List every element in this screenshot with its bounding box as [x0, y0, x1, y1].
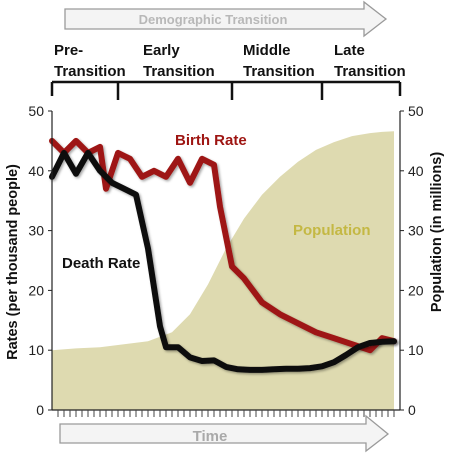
stage-2-line2: Transition: [143, 63, 215, 80]
plot-area: 0 0 10 10 20 20 30 30 40 40 50 50: [28, 103, 423, 418]
stage-2-line1: Early: [143, 42, 180, 59]
bottom-banner-arrow: [59, 414, 390, 453]
population-area-layer: [52, 131, 394, 411]
y-tick-label-right: 10: [408, 342, 424, 358]
stage-3-line1: Middle: [243, 42, 291, 59]
stage-4-line2: Transition: [334, 63, 406, 80]
stage-3-line2: Transition: [243, 63, 315, 80]
axes: 0 0 10 10 20 20 30 30 40 40 50 50: [28, 103, 423, 418]
y-tick-label-right: 30: [408, 223, 424, 239]
population-label: Population: [293, 222, 371, 239]
top-banner-label: Demographic Transition: [139, 12, 288, 27]
death-rate-label: Death Rate: [62, 255, 140, 272]
y-tick-label-right: 50: [408, 103, 424, 119]
stage-4-line1: Late: [334, 42, 365, 59]
y-axis-left-title: Rates (per thousand people): [5, 164, 21, 360]
top-banner-arrow: [64, 0, 388, 38]
population-area: [52, 131, 394, 411]
y-tick-label-left: 10: [28, 342, 44, 358]
y-tick-label-left: 40: [28, 163, 44, 179]
stage-headers: Pre- Transition Early Transition Middle …: [50, 42, 406, 100]
y-tick-label-left: 20: [28, 282, 44, 298]
y-tick-label-left: 30: [28, 223, 44, 239]
stage-1-line1: Pre-: [54, 42, 83, 59]
stage-bracket: [50, 80, 402, 100]
rate-lines-layer: [49, 137, 397, 373]
bottom-banner: Time: [59, 414, 390, 453]
y-tick-label-right: 20: [408, 282, 424, 298]
top-banner: Demographic Transition: [64, 0, 388, 38]
birth-rate-line: [49, 137, 397, 354]
y-tick-label-right: 0: [408, 402, 416, 418]
y-tick-label-left: 50: [28, 103, 44, 119]
stage-1-line2: Transition: [54, 63, 126, 80]
birth-rate-label: Birth Rate: [175, 132, 247, 149]
y-tick-label-left: 0: [36, 402, 44, 418]
bottom-banner-label: Time: [193, 428, 228, 445]
y-tick-label-right: 40: [408, 163, 424, 179]
y-axis-right-title: Population (in millions): [429, 152, 445, 312]
death-rate-line: [49, 149, 397, 373]
